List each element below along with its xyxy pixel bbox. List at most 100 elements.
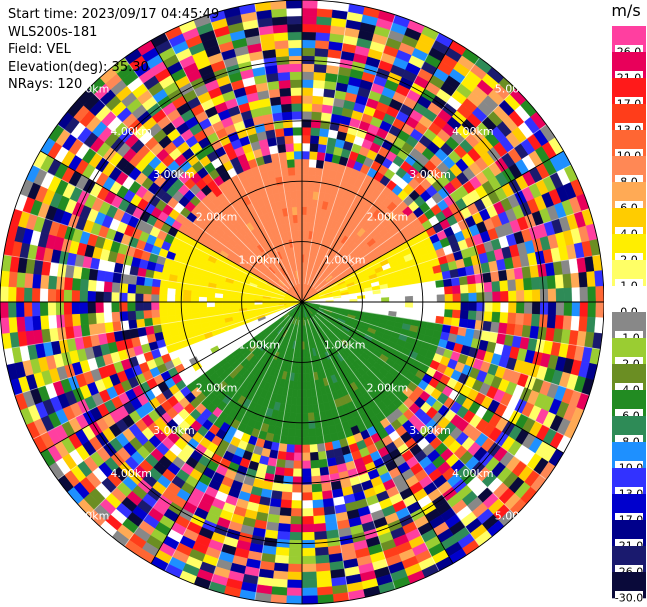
range-gate-cell [87, 312, 97, 325]
range-gate-cell [134, 301, 144, 311]
range-label: 1.00km [324, 253, 366, 266]
range-gate-cell [297, 381, 303, 390]
range-gate-cell [71, 301, 80, 315]
range-gate-cell [289, 412, 297, 422]
range-gate-cell [288, 47, 303, 57]
range-gate-cell [301, 87, 314, 96]
range-gate-cell [404, 301, 414, 309]
range-gate-cell [301, 190, 309, 200]
range-gate-cell [71, 313, 81, 327]
range-gate-cell [301, 71, 315, 80]
range-gate-cell [286, 15, 303, 25]
range-gate-cell [296, 389, 303, 398]
range-gate-cell [0, 301, 9, 319]
range-gate-cell [301, 381, 307, 390]
range-gate-cell [283, 127, 294, 137]
range-gate-cell [579, 286, 589, 303]
range-gate-cell [63, 289, 73, 303]
range-label: 1.00km [324, 339, 366, 352]
range-gate-cell [288, 555, 303, 565]
range-gate-cell [127, 283, 137, 294]
range-gate-cell [287, 166, 296, 176]
range-gate-cell [307, 190, 314, 200]
range-gate-cell [313, 515, 326, 525]
range-gate-cell [158, 301, 168, 310]
range-gate-cell [301, 31, 317, 41]
range-gate-cell [313, 523, 327, 533]
range-gate-cell [277, 71, 291, 81]
range-gate-cell [562, 273, 573, 289]
range-gate-cell [285, 451, 295, 461]
range-label: 2.00km [367, 381, 409, 394]
range-gate-cell [547, 301, 557, 316]
range-gate-cell [288, 55, 303, 65]
range-gate-cell [39, 315, 50, 330]
range-gate-cell [287, 31, 303, 41]
range-gate-cell [293, 150, 303, 160]
range-gate-cell [293, 460, 303, 470]
range-gate-cell [546, 275, 557, 290]
range-gate-cell [320, 112, 333, 122]
range-label: 2.00km [367, 211, 409, 224]
range-gate-cell [301, 357, 306, 366]
range-gate-cell [587, 286, 597, 303]
range-gate-cell [301, 460, 311, 470]
range-gate-cell [412, 295, 422, 303]
range-gate-cell [271, 8, 288, 18]
range-gate-cell [595, 285, 604, 303]
range-gate-cell [460, 301, 470, 311]
range-gate-cell [298, 230, 303, 239]
range-gate-cell [271, 586, 288, 596]
range-gate-cell [316, 8, 333, 18]
range-gate-cell [311, 103, 323, 113]
range-gate-cell [150, 293, 160, 303]
range-gate-cell [313, 79, 326, 89]
range-gate-cell [554, 315, 565, 330]
range-gate-cell [127, 274, 138, 285]
range-gate-cell [291, 103, 303, 112]
range-gate-cell [307, 412, 315, 422]
range-gate-cell [63, 313, 74, 328]
range-gate-cell [315, 570, 332, 580]
range-gate-cell [295, 404, 303, 414]
range-gate-cell [301, 452, 311, 462]
range-gate-cell [301, 158, 310, 168]
range-gate-cell [198, 301, 207, 308]
range-label: 4.00km [452, 467, 494, 480]
range-gate-cell [278, 515, 291, 525]
range-gate-cell [507, 312, 517, 325]
range-gate-cell [271, 578, 288, 588]
range-gate-cell [307, 182, 315, 192]
range-gate-cell [412, 301, 422, 309]
range-gate-cell [275, 546, 290, 557]
range-gate-cell [39, 274, 50, 289]
range-gate-cell [230, 298, 239, 303]
range-gate-cell [515, 313, 525, 326]
range-gate-cell [150, 301, 160, 311]
range-gate-cell [285, 595, 303, 605]
range-gate-cell [500, 301, 509, 314]
range-gate-cell [570, 315, 580, 332]
range-gate-cell [451, 285, 461, 295]
range-gate-cell [285, 0, 303, 9]
range-gate-cell [190, 307, 200, 314]
range-gate-cell [286, 587, 303, 597]
range-gate-cell [316, 578, 333, 588]
range-gate-cell [166, 287, 176, 296]
range-gate-cell [182, 289, 192, 297]
range-label: 4.00km [110, 125, 152, 138]
range-label: 4.00km [452, 125, 494, 138]
range-gate-cell [306, 396, 314, 406]
range-gate-cell [281, 491, 293, 501]
range-gate-cell [313, 71, 327, 81]
range-gate-cell [103, 301, 112, 313]
range-gate-cell [311, 491, 323, 501]
range-gate-cell [309, 451, 319, 461]
range-gate-cell [578, 316, 588, 333]
range-gate-cell [301, 404, 309, 414]
range-gate-cell [8, 271, 18, 288]
nrays-label: NRays: 120 [8, 77, 83, 92]
range-gate-cell [436, 301, 446, 310]
range-gate-cell [301, 595, 319, 605]
range-gate-cell [301, 166, 310, 176]
